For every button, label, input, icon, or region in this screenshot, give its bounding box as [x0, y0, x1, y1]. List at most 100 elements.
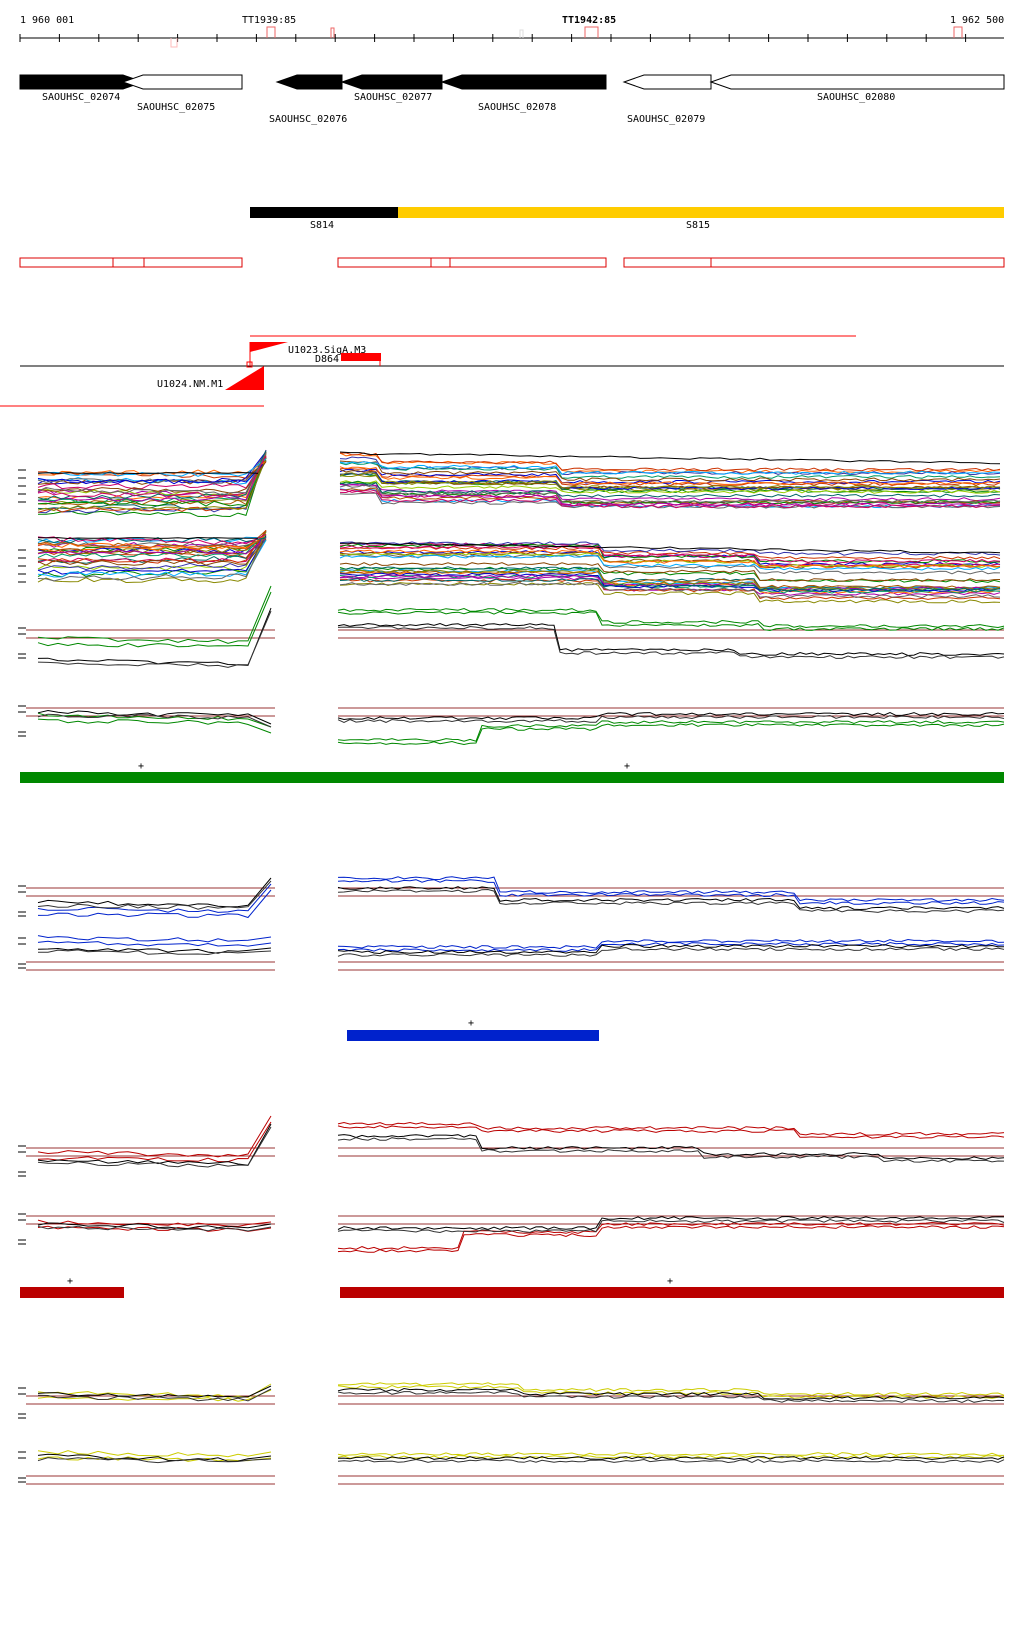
terminator-marker[interactable] [170, 38, 178, 48]
gene-arrow-SAOUHSC_02079[interactable] [622, 74, 712, 90]
expression-line[interactable] [37, 877, 272, 908]
expression-line[interactable] [37, 1456, 272, 1462]
expression-line[interactable] [337, 1456, 1005, 1461]
expression-line[interactable] [339, 545, 1001, 564]
expression-line[interactable] [337, 1382, 1005, 1396]
expression-line[interactable] [37, 536, 267, 575]
transcript-start-U1023[interactable] [250, 342, 288, 352]
expression-line[interactable] [37, 533, 267, 545]
gene-arrow-SAOUHSC_02076[interactable] [275, 74, 343, 90]
expression-line[interactable] [37, 591, 272, 648]
condition-bar[interactable] [340, 1287, 1004, 1298]
expression-line[interactable] [339, 562, 1001, 582]
expression-line[interactable] [37, 1126, 272, 1168]
expression-line[interactable] [337, 714, 1005, 723]
expression-line[interactable] [37, 1219, 272, 1227]
terminator-marker[interactable] [953, 26, 963, 38]
expression-line[interactable] [339, 566, 1001, 584]
expression-line[interactable] [337, 1454, 1005, 1460]
condition-bar[interactable] [20, 1287, 124, 1298]
expression-line[interactable] [37, 713, 272, 728]
expression-line[interactable] [37, 889, 272, 919]
expression-line[interactable] [339, 554, 1001, 571]
expression-line[interactable] [37, 472, 259, 475]
expression-line[interactable] [37, 537, 267, 544]
expression-line[interactable] [339, 578, 1001, 592]
expression-line[interactable] [337, 1137, 1005, 1163]
expression-line[interactable] [339, 460, 1001, 482]
expression-line[interactable] [339, 492, 1001, 509]
expression-line[interactable] [37, 1121, 272, 1163]
expression-line[interactable] [337, 723, 1005, 746]
expression-line[interactable] [37, 451, 267, 518]
expression-line[interactable] [337, 1458, 1005, 1464]
expression-line[interactable] [37, 449, 267, 503]
expression-line[interactable] [337, 607, 1005, 629]
expression-line[interactable] [37, 537, 267, 582]
expression-line[interactable] [37, 1389, 272, 1402]
expression-line[interactable] [337, 1452, 1004, 1457]
expression-line[interactable] [339, 480, 1001, 494]
gene-arrow-SAOUHSC_02078[interactable] [440, 74, 607, 90]
expression-line[interactable] [37, 585, 272, 644]
expression-line[interactable] [339, 549, 1001, 569]
cds-outline-box[interactable] [623, 257, 1005, 268]
expression-line[interactable] [337, 941, 1005, 952]
expression-line[interactable] [37, 883, 272, 913]
expression-line[interactable] [37, 1457, 272, 1464]
terminator-marker[interactable] [330, 27, 335, 38]
expression-line[interactable] [339, 484, 1001, 504]
expression-line[interactable] [337, 888, 1005, 914]
expression-line[interactable] [339, 461, 1001, 475]
expression-line[interactable] [339, 553, 1001, 575]
expression-line[interactable] [339, 472, 1000, 490]
expression-line[interactable] [37, 529, 267, 550]
expression-line[interactable] [37, 458, 267, 512]
expression-line[interactable] [337, 1391, 1005, 1404]
expression-line[interactable] [339, 541, 1001, 556]
expression-line[interactable] [339, 466, 1001, 486]
expression-line[interactable] [37, 530, 267, 571]
expression-line[interactable] [37, 531, 267, 584]
expression-line[interactable] [37, 452, 267, 496]
expression-line[interactable] [337, 1215, 1005, 1231]
expression-line[interactable] [339, 451, 1001, 465]
expression-line[interactable] [337, 1125, 1005, 1139]
gene-arrow-SAOUHSC_02077[interactable] [340, 74, 443, 90]
expression-line[interactable] [37, 1115, 272, 1158]
expression-line[interactable] [37, 940, 272, 947]
expression-line[interactable] [37, 880, 272, 910]
expression-line[interactable] [337, 1218, 1005, 1234]
expression-line[interactable] [337, 879, 1005, 905]
expression-line[interactable] [337, 886, 1005, 911]
expression-line[interactable] [37, 539, 267, 555]
expression-line[interactable] [37, 539, 267, 578]
segment-S814[interactable] [250, 207, 398, 218]
expression-line[interactable] [339, 542, 1001, 554]
expression-line[interactable] [37, 530, 267, 565]
transcript-D864[interactable] [341, 353, 381, 361]
expression-line[interactable] [37, 531, 267, 559]
transcript-start-U1024[interactable] [225, 366, 264, 390]
expression-line[interactable] [37, 718, 272, 734]
expression-line[interactable] [37, 935, 272, 943]
expression-line[interactable] [37, 1388, 272, 1402]
terminator-marker[interactable] [266, 26, 276, 38]
expression-line[interactable] [37, 1450, 272, 1458]
gene-arrow-SAOUHSC_02080[interactable] [709, 74, 1005, 90]
expression-line[interactable] [337, 1387, 1005, 1400]
expression-line[interactable] [337, 622, 1005, 657]
expression-line[interactable] [37, 607, 272, 666]
expression-line[interactable] [337, 1121, 1005, 1136]
expression-line[interactable] [37, 1453, 272, 1462]
expression-line[interactable] [339, 462, 1001, 479]
expression-line[interactable] [339, 468, 1001, 484]
expression-line[interactable] [339, 581, 1001, 599]
cds-outline-box[interactable] [19, 257, 243, 268]
condition-bar[interactable] [347, 1030, 599, 1041]
expression-line[interactable] [37, 456, 267, 490]
expression-line[interactable] [339, 483, 1000, 507]
expression-line[interactable] [339, 452, 1001, 472]
expression-line[interactable] [37, 537, 267, 555]
expression-line[interactable] [37, 461, 267, 494]
